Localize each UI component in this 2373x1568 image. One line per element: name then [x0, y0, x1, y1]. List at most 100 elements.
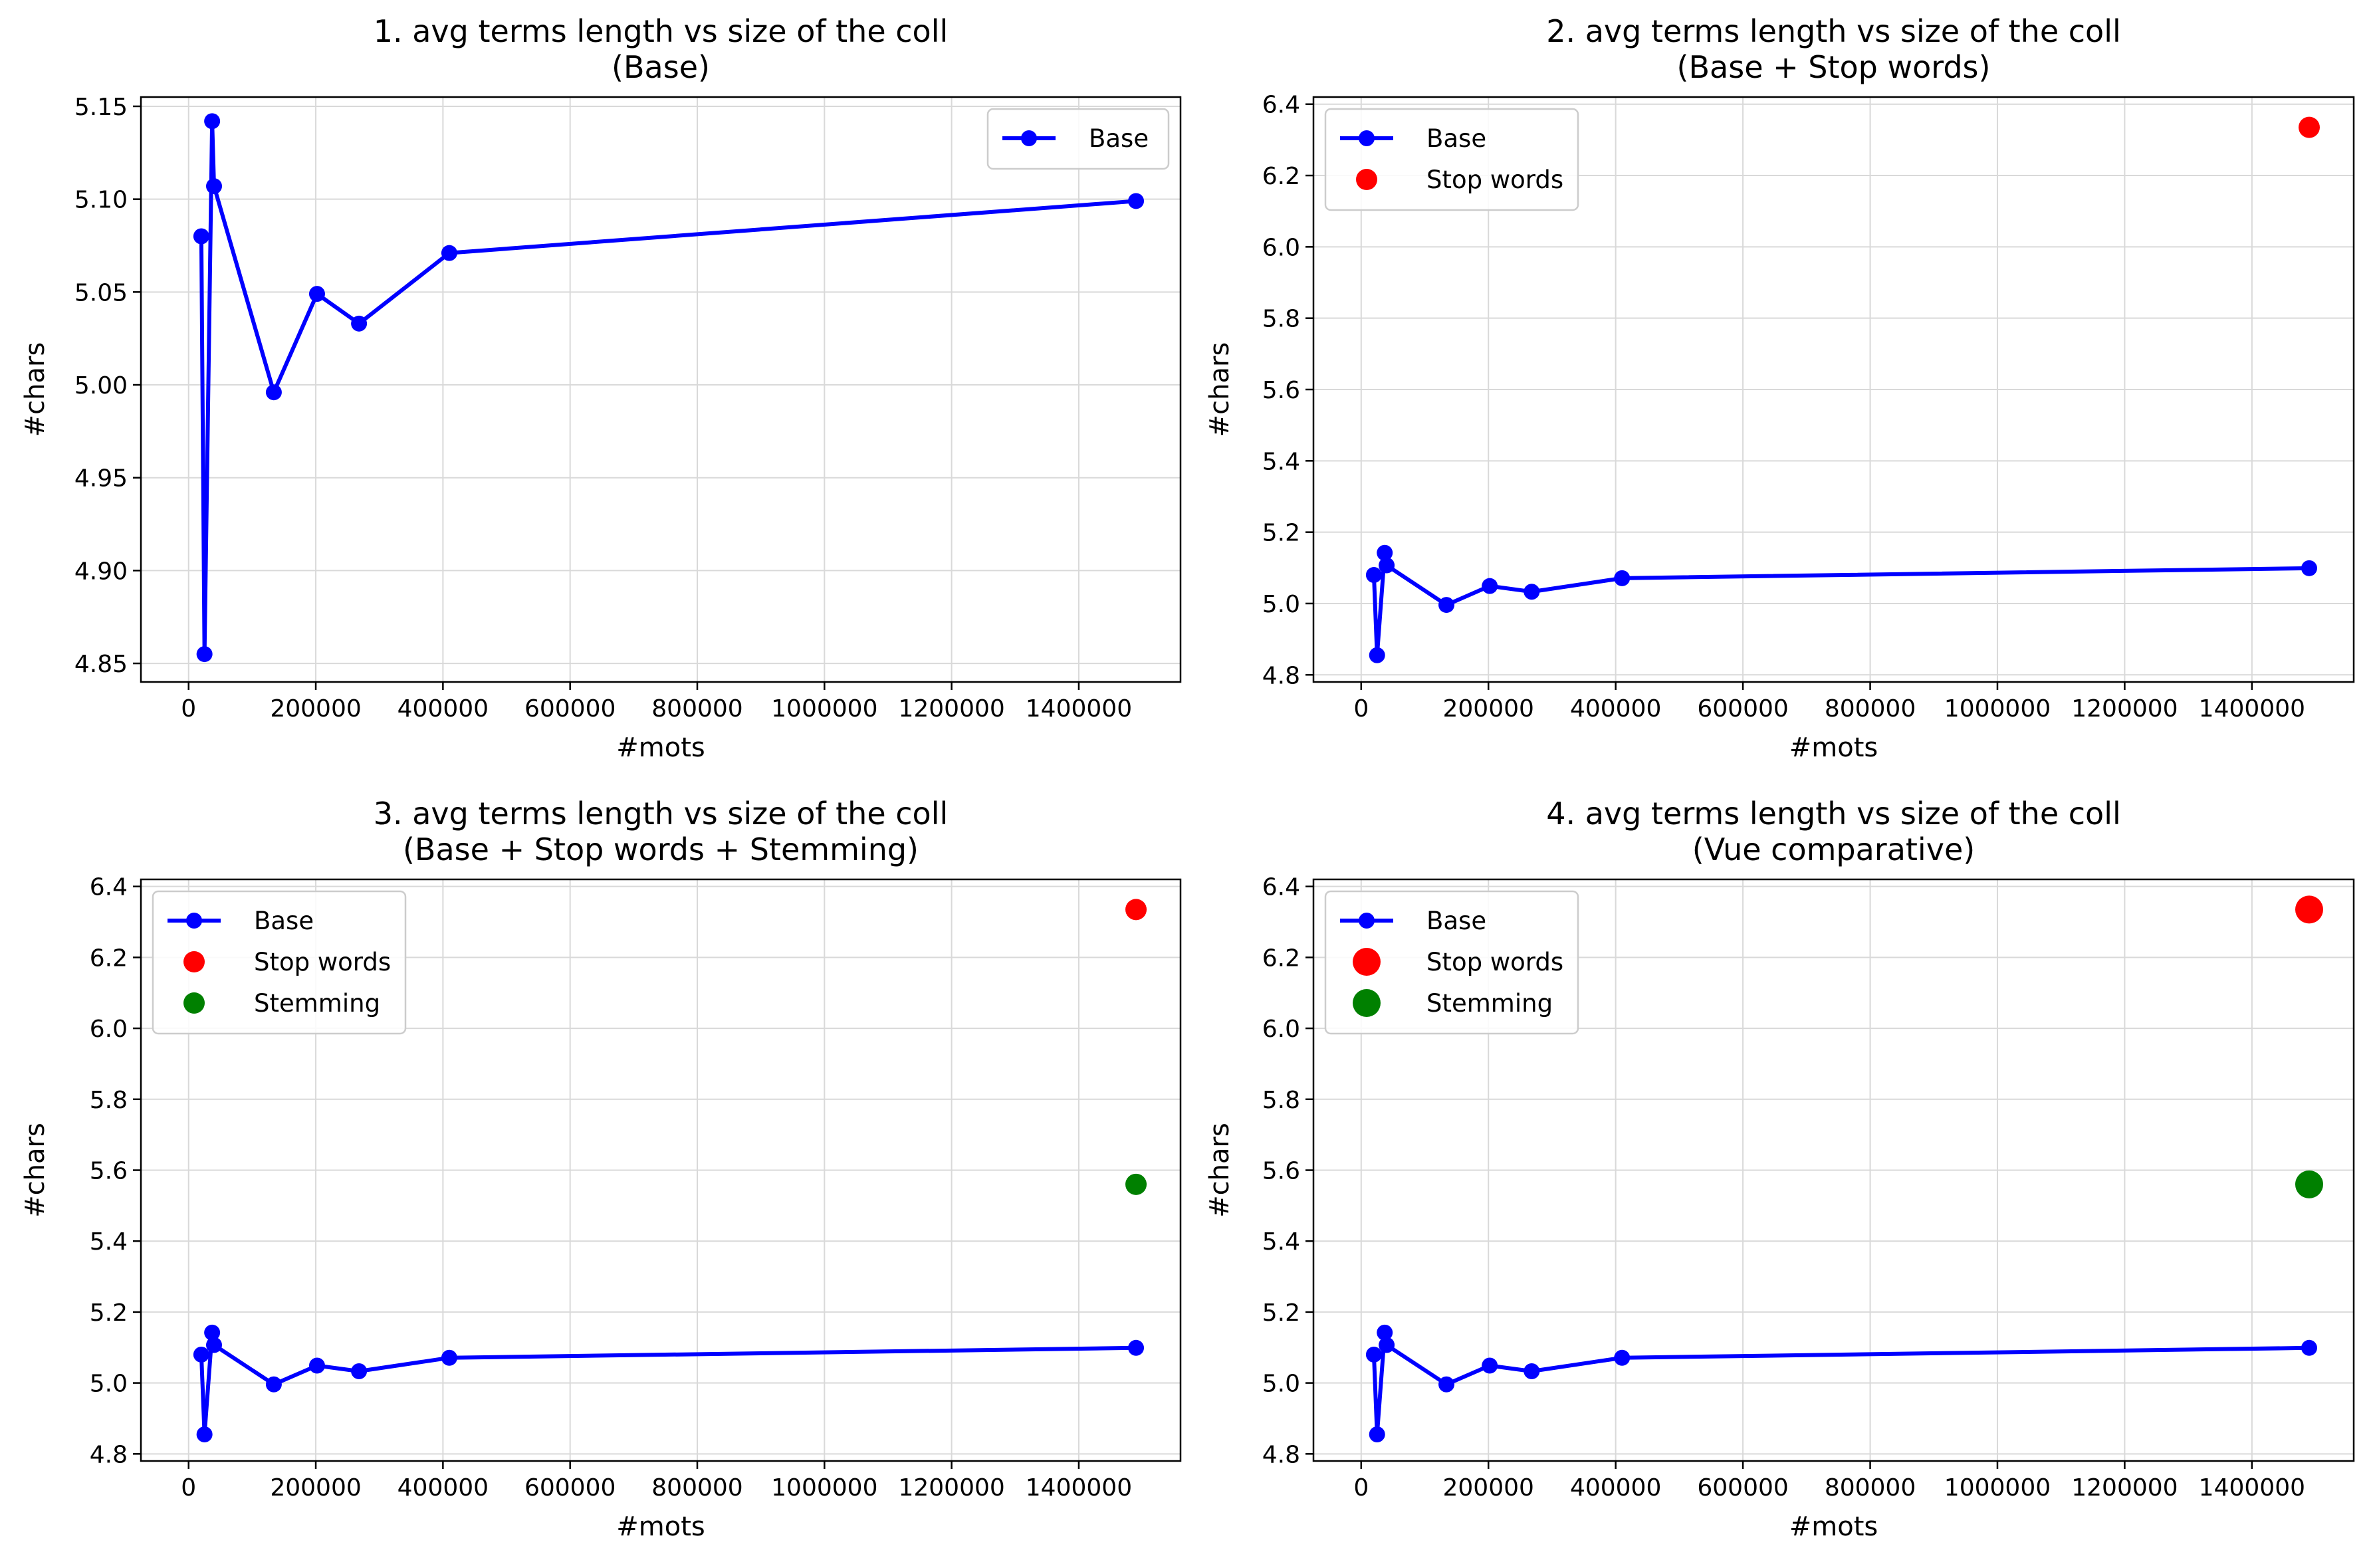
y-tick-label: 6.4 — [1262, 874, 1300, 901]
data-point-base — [206, 1337, 223, 1353]
data-point-base — [1438, 597, 1455, 614]
data-point-base — [193, 1346, 209, 1363]
chart-panel-1: 0 200000 400000 600000 800000 1000000 1200000 1… — [20, 13, 1182, 763]
data-point-base — [1369, 1426, 1385, 1442]
legend-label: Base — [1426, 124, 1486, 153]
y-tick-label: 5.4 — [1262, 448, 1300, 475]
y-tick-label: 4.8 — [1262, 662, 1300, 689]
charts-layer: 0 200000 400000 600000 800000 1000000 1200000 1… — [20, 13, 2355, 1542]
y-tick-label: 5.8 — [1262, 306, 1300, 333]
x-tick-label: 1400000 — [2199, 695, 2305, 723]
y-tick-label: 4.90 — [74, 558, 128, 585]
legend-label: Base — [254, 907, 314, 935]
data-point-stop-words — [2295, 895, 2323, 924]
legend: Base Stop words — [1324, 108, 1579, 211]
legend-handle-marker — [1021, 130, 1037, 146]
chart-subtitle: (Base + Stop words + Stemming) — [403, 832, 919, 867]
data-point-base — [351, 315, 368, 332]
chart-panel-2: 0 200000 400000 600000 800000 1000000 1200000 1… — [1204, 13, 2355, 763]
y-tick-label: 6.0 — [1262, 234, 1300, 261]
y-tick-label: 5.05 — [74, 279, 128, 306]
chart-panel-4: 0 200000 400000 600000 800000 1000000 1200000 1… — [1204, 796, 2355, 1542]
legend-handle-marker — [1353, 948, 1381, 976]
data-point-base — [1379, 557, 1395, 574]
y-tick-label: 6.2 — [1262, 945, 1300, 972]
data-point-base — [1524, 1363, 1540, 1380]
x-axis-label: #mots — [1789, 732, 1878, 763]
x-tick-label: 200000 — [270, 1474, 361, 1502]
x-tick-label: 400000 — [397, 695, 489, 723]
x-tick-label: 1200000 — [898, 695, 1004, 723]
legend-handle-marker — [183, 951, 205, 972]
chart-title: 3. avg terms length vs size of the coll — [374, 796, 949, 832]
y-tick-label: 6.0 — [90, 1016, 128, 1043]
y-tick-label: 4.95 — [74, 465, 128, 493]
data-point-base — [1482, 1357, 1498, 1374]
x-tick-label: 800000 — [651, 1474, 742, 1502]
legend-label: Stop words — [1426, 166, 1563, 194]
y-tick-label: 5.2 — [1262, 520, 1300, 547]
y-axis-label: #chars — [20, 1123, 51, 1218]
y-tick-label: 5.10 — [74, 187, 128, 214]
y-tick-label: 5.4 — [90, 1228, 128, 1256]
x-tick-label: 400000 — [397, 1474, 489, 1502]
y-axis-label: #chars — [20, 342, 51, 437]
legend-label: Base — [1426, 907, 1486, 935]
y-tick-label: 6.4 — [90, 874, 128, 901]
y-tick-label: 5.6 — [1262, 1158, 1300, 1185]
x-tick-label: 600000 — [524, 695, 616, 723]
x-tick-label: 800000 — [651, 695, 742, 723]
x-tick-label: 1200000 — [898, 1474, 1004, 1502]
legend-box — [152, 890, 407, 1035]
legend-box — [1324, 108, 1579, 211]
chart-title: 1. avg terms length vs size of the coll — [374, 13, 949, 49]
legend-handle-marker — [183, 992, 205, 1014]
legend-label: Stemming — [1426, 989, 1553, 1018]
y-tick-label: 5.00 — [74, 372, 128, 399]
x-tick-label: 0 — [181, 1474, 196, 1502]
y-tick-label: 5.6 — [1262, 377, 1300, 404]
y-tick-label: 6.0 — [1262, 1016, 1300, 1043]
data-point-base — [1614, 1349, 1631, 1366]
legend-handle-marker — [186, 913, 202, 929]
y-tick-label: 5.0 — [1262, 591, 1300, 618]
chart-subtitle: (Base + Stop words) — [1677, 49, 1991, 85]
axes-frame — [140, 878, 1182, 1462]
x-tick-label: 0 — [1353, 1474, 1369, 1502]
y-axis-label: #chars — [1204, 342, 1235, 437]
x-tick-label: 400000 — [1570, 1474, 1661, 1502]
legend-handle-marker — [1359, 913, 1375, 929]
x-tick-label: 200000 — [1443, 1474, 1534, 1502]
data-point-base — [196, 1426, 213, 1442]
data-point-base — [2301, 1339, 2317, 1356]
data-point-base — [1438, 1376, 1455, 1393]
data-point-stemming — [1125, 1173, 1147, 1195]
x-tick-label: 200000 — [270, 695, 361, 723]
y-tick-label: 5.2 — [1262, 1299, 1300, 1327]
legend-box — [1324, 890, 1579, 1035]
x-tick-label: 1200000 — [2071, 1474, 2178, 1502]
x-tick-label: 0 — [1353, 695, 1369, 723]
chart-title: 4. avg terms length vs size of the coll — [1546, 796, 2121, 832]
legend-label: Stop words — [1426, 948, 1563, 976]
x-tick-label: 1000000 — [1944, 1474, 2051, 1502]
x-tick-label: 1000000 — [1944, 695, 2051, 723]
data-point-base — [196, 646, 213, 663]
data-point-base — [1614, 570, 1631, 586]
data-point-base — [206, 178, 223, 195]
legend-handle-marker — [1356, 169, 1377, 190]
y-tick-label: 4.85 — [74, 651, 128, 678]
data-point-base — [1524, 584, 1540, 600]
data-point-base — [441, 245, 457, 261]
chart-subtitle: (Base) — [612, 49, 710, 85]
data-point-base — [1365, 1346, 1382, 1363]
y-tick-label: 5.2 — [90, 1299, 128, 1327]
x-tick-label: 1200000 — [2071, 695, 2178, 723]
data-point-base — [265, 1376, 282, 1393]
data-point-base — [351, 1363, 368, 1380]
y-tick-label: 4.8 — [1262, 1441, 1300, 1468]
y-tick-label: 5.0 — [1262, 1371, 1300, 1398]
legend-label: Stemming — [254, 989, 380, 1018]
legend: Base Stop words Stemming — [1324, 890, 1579, 1035]
legend: Base — [986, 108, 1170, 170]
